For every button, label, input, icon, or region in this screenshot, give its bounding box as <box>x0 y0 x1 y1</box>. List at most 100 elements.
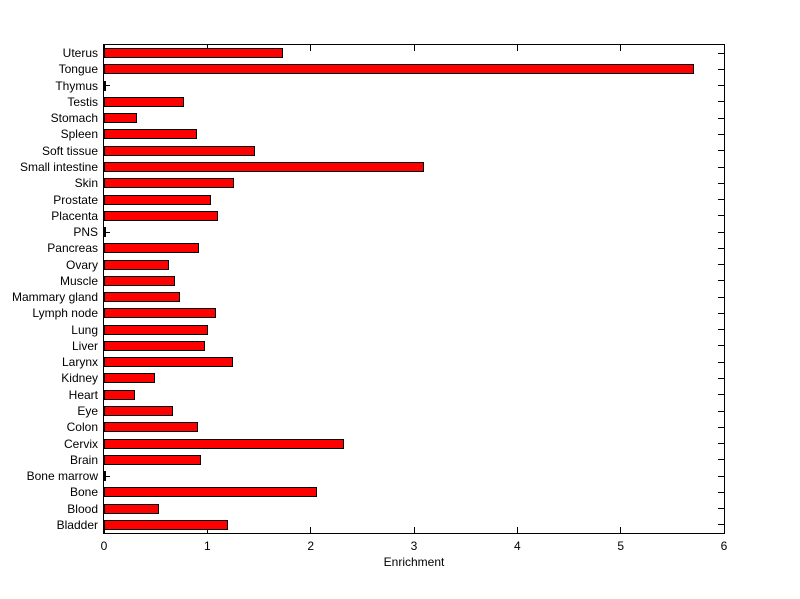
bar-bladder <box>104 519 228 530</box>
y-tick-right-stomach <box>718 117 724 119</box>
y-tick-label-pancreas: Pancreas <box>47 241 98 256</box>
bar-skin <box>104 178 235 189</box>
y-tick-right-bladder <box>718 524 724 526</box>
bar-muscle <box>104 275 176 286</box>
bar-thymus <box>104 80 107 91</box>
y-tick-label-soft-tissue: Soft tissue <box>41 143 98 158</box>
y-tick-label-skin: Skin <box>74 176 98 191</box>
y-tick-label-pns: PNS <box>73 225 98 240</box>
y-tick-left-pns <box>104 231 110 233</box>
x-tick-bottom-4 <box>516 527 518 533</box>
bar-larynx <box>104 357 234 368</box>
bar-prostate <box>104 194 212 205</box>
x-tick-bottom-1 <box>206 527 208 533</box>
x-tick-label-4: 4 <box>513 539 521 553</box>
bar-heart <box>104 389 135 400</box>
y-tick-label-uterus: Uterus <box>62 46 98 61</box>
y-tick-label-kidney: Kidney <box>61 371 98 386</box>
bar-uterus <box>104 48 283 59</box>
y-tick-label-muscle: Muscle <box>59 273 98 288</box>
y-tick-label-heart: Heart <box>68 387 98 402</box>
bar-eye <box>104 406 174 416</box>
bar-pns <box>104 227 107 238</box>
y-tick-right-mammary-gland <box>718 296 724 298</box>
y-tick-label-small-intestine: Small intestine <box>19 160 98 174</box>
y-tick-label-lymph-node: Lymph node <box>32 306 98 321</box>
y-tick-label-bone: Bone <box>69 485 98 500</box>
x-tick-top-6 <box>723 45 725 51</box>
bar-spleen <box>104 129 197 140</box>
x-tick-label-1: 1 <box>203 539 211 553</box>
y-tick-right-eye <box>718 410 724 412</box>
x-tick-label-0: 0 <box>100 539 108 553</box>
bar-colon <box>104 422 199 433</box>
x-tick-label-2: 2 <box>307 539 314 553</box>
y-tick-right-heart <box>718 394 724 396</box>
x-tick-top-3 <box>413 45 415 51</box>
y-tick-label-ovary: Ovary <box>65 257 98 272</box>
bar-blood <box>104 503 159 514</box>
x-tick-bottom-0 <box>103 527 105 533</box>
x-tick-label-6: 6 <box>720 539 728 553</box>
y-tick-right-small-intestine <box>718 166 724 168</box>
x-axis-label: Enrichment <box>383 555 445 569</box>
y-tick-right-kidney <box>718 377 724 379</box>
y-tick-right-thymus <box>718 85 724 87</box>
y-tick-right-skin <box>718 182 724 184</box>
y-tick-label-eye: Eye <box>77 404 98 418</box>
x-tick-label-5: 5 <box>617 539 624 553</box>
y-tick-right-blood <box>718 508 724 510</box>
y-tick-label-prostate: Prostate <box>53 192 98 207</box>
bar-placenta <box>104 210 218 221</box>
y-tick-label-placenta: Placenta <box>51 208 98 223</box>
bar-mammary-gland <box>104 292 181 303</box>
y-tick-right-bone-marrow <box>718 475 724 477</box>
y-tick-label-tongue: Tongue <box>58 62 98 77</box>
y-tick-label-stomach: Stomach <box>50 111 98 126</box>
y-tick-right-ovary <box>718 264 724 266</box>
bar-cervix <box>104 438 344 449</box>
y-tick-right-larynx <box>718 361 724 363</box>
x-tick-bottom-5 <box>620 527 622 533</box>
y-tick-right-brain <box>718 459 724 461</box>
y-tick-label-colon: Colon <box>66 420 98 435</box>
y-tick-label-lung: Lung <box>71 322 98 337</box>
y-tick-label-brain: Brain <box>69 452 98 467</box>
y-tick-label-cervix: Cervix <box>63 436 98 451</box>
bar-pancreas <box>104 243 200 254</box>
bar-ovary <box>104 259 170 270</box>
y-tick-label-liver: Liver <box>71 338 98 353</box>
y-tick-label-blood: Blood <box>67 501 98 516</box>
bar-small-intestine <box>104 162 425 172</box>
y-tick-right-lymph-node <box>718 312 724 314</box>
y-tick-left-thymus <box>104 85 110 87</box>
y-tick-right-muscle <box>718 280 724 282</box>
x-tick-top-4 <box>516 45 518 51</box>
x-tick-bottom-6 <box>723 527 725 533</box>
y-tick-right-spleen <box>718 133 724 135</box>
bar-soft-tissue <box>104 145 255 156</box>
y-tick-left-bone-marrow <box>104 475 110 477</box>
bar-lung <box>104 324 209 335</box>
bar-stomach <box>104 113 138 124</box>
plot-area <box>103 44 725 534</box>
x-tick-top-2 <box>310 45 312 51</box>
x-tick-bottom-3 <box>413 527 415 533</box>
y-tick-label-larynx: Larynx <box>61 355 98 370</box>
x-tick-label-3: 3 <box>410 539 418 553</box>
bar-kidney <box>104 373 155 384</box>
bar-tongue <box>104 64 695 75</box>
bar-lymph-node <box>104 308 216 319</box>
y-tick-right-cervix <box>718 443 724 445</box>
bar-bone <box>104 487 317 498</box>
y-tick-label-bone-marrow: Bone marrow <box>26 469 98 484</box>
y-tick-right-prostate <box>718 199 724 201</box>
y-tick-right-lung <box>718 329 724 331</box>
y-tick-right-tongue <box>718 68 724 70</box>
y-tick-right-testis <box>718 101 724 103</box>
y-tick-right-uterus <box>718 52 724 54</box>
y-tick-label-thymus: Thymus <box>55 78 98 93</box>
x-tick-top-0 <box>103 45 105 51</box>
y-tick-right-soft-tissue <box>718 150 724 152</box>
